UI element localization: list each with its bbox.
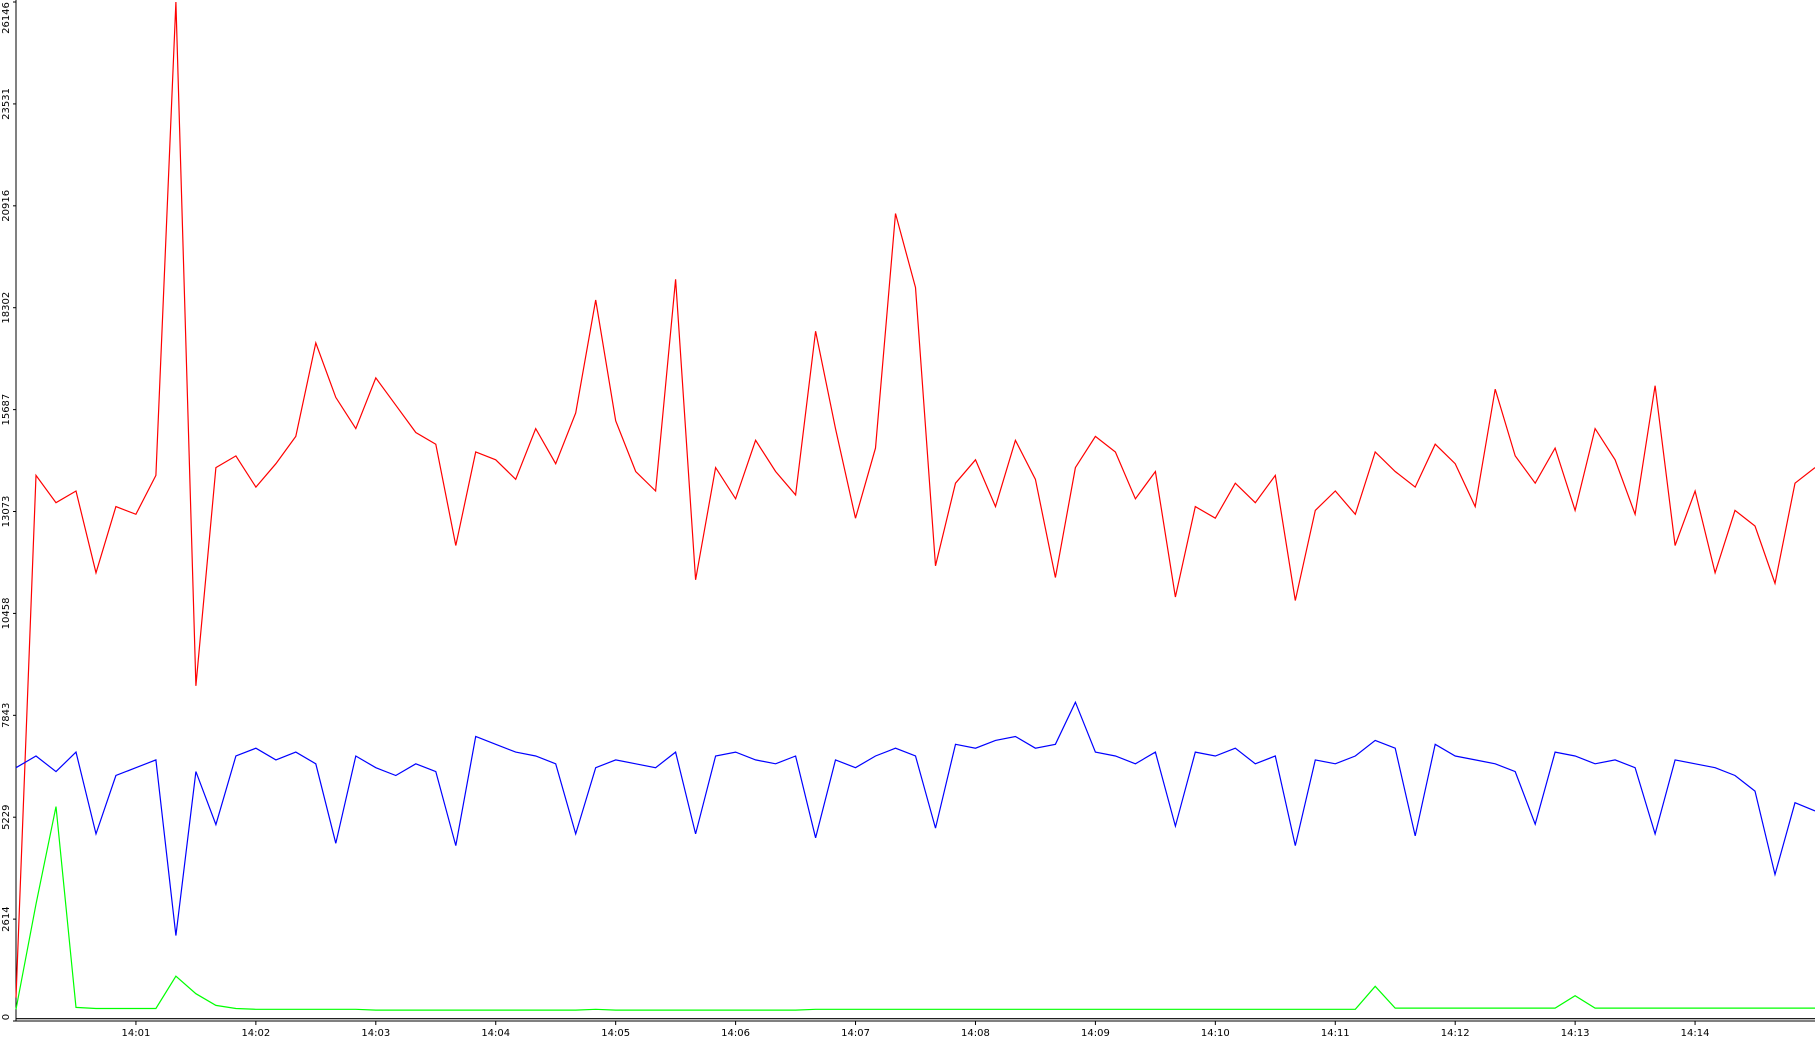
x-tick-label: 14:02 — [241, 1028, 270, 1039]
x-tick-label: 14:08 — [961, 1028, 990, 1039]
y-tick-label: 5229 — [1, 804, 12, 829]
x-tick-label: 14:11 — [1321, 1028, 1350, 1039]
y-tick-label: 18302 — [1, 292, 12, 324]
series-line — [15, 1, 1815, 998]
x-tick-label: 14:01 — [122, 1028, 151, 1039]
y-tick-label: 2614 — [1, 906, 12, 931]
x-tick-label: 14:07 — [841, 1028, 870, 1039]
y-tick-label: 26146 — [1, 2, 12, 34]
y-tick-label: 23531 — [1, 88, 12, 120]
y-tick-label: 10458 — [1, 598, 12, 630]
x-tick-label: 14:12 — [1441, 1028, 1470, 1039]
series-line — [15, 806, 1815, 1011]
y-tick-label: 20916 — [1, 190, 12, 222]
x-tick-label: 14:09 — [1081, 1028, 1110, 1039]
x-tick-label: 14:05 — [601, 1028, 630, 1039]
y-tick-label: 15687 — [1, 394, 12, 426]
x-tick-label: 14:03 — [361, 1028, 390, 1039]
y-tick-label: 0 — [1, 1014, 12, 1020]
x-tick-label: 14:14 — [1681, 1028, 1710, 1039]
series-line — [15, 700, 1815, 936]
y-tick-label: 13073 — [1, 496, 12, 528]
x-tick-label: 14:04 — [481, 1028, 510, 1039]
x-tick-label: 14:06 — [721, 1028, 750, 1039]
x-tick-label: 14:13 — [1561, 1028, 1590, 1039]
y-tick-label: 7843 — [1, 703, 12, 728]
x-tick-label: 14:10 — [1201, 1028, 1230, 1039]
